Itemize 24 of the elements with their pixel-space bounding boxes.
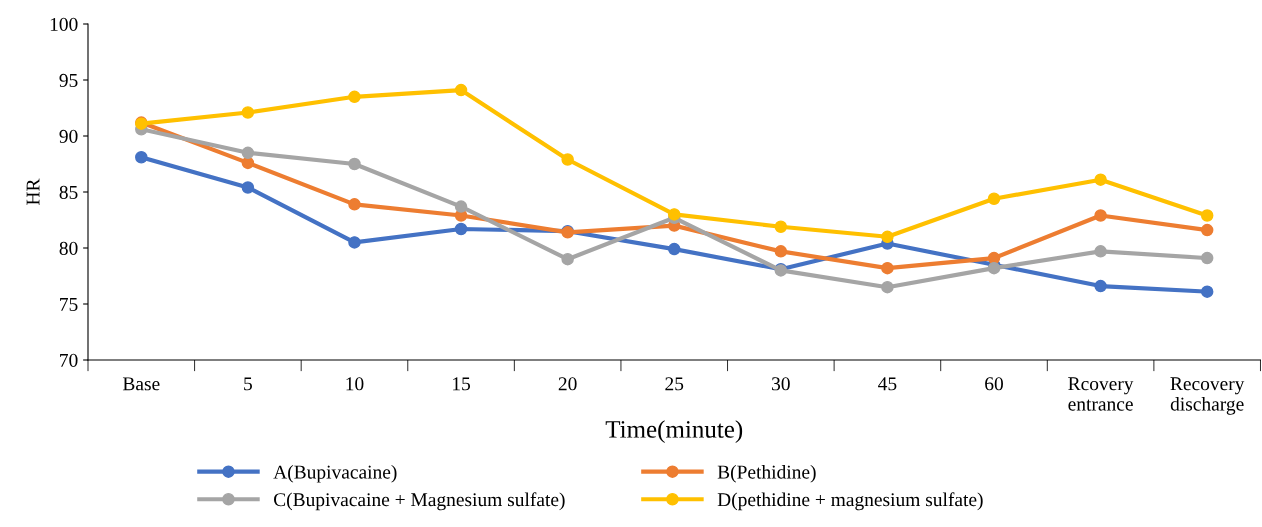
y-tick-label: 75 <box>60 298 78 311</box>
x-tick-label: 60 <box>985 377 1003 391</box>
legend-label: B(Pethidine) <box>717 464 816 483</box>
y-tick-label: 70 <box>60 353 78 367</box>
x-tick-label: 25 <box>665 377 684 391</box>
x-tick-label: Rcovery entrance <box>1068 377 1134 411</box>
legend-label: C(Bupivacaine + Magnesium sulfate) <box>273 492 565 511</box>
x-axis-title: Time(minute) <box>605 420 743 443</box>
y-tick-label: 95 <box>59 73 78 87</box>
x-tick-label: 20 <box>558 377 577 391</box>
y-tick-label: 85 <box>59 185 78 199</box>
y-tick-label: 90 <box>59 129 78 143</box>
x-tick-label: 30 <box>772 377 790 391</box>
legend-label: A(Bupivacaine) <box>273 464 397 483</box>
x-tick-label: 45 <box>878 377 897 391</box>
y-tick-label: 100 <box>50 17 78 31</box>
legend-label: D(pethidine + magnesium sulfate) <box>717 492 983 511</box>
x-tick-label: 5 <box>244 377 252 391</box>
x-tick-label: Base <box>122 377 160 391</box>
y-tick-label: 80 <box>59 241 78 255</box>
x-tick-label: Recovery discharge <box>1170 377 1245 415</box>
x-tick-label: 15 <box>453 377 471 391</box>
y-axis-title: HR <box>26 178 40 205</box>
x-tick-label: 10 <box>346 377 364 391</box>
